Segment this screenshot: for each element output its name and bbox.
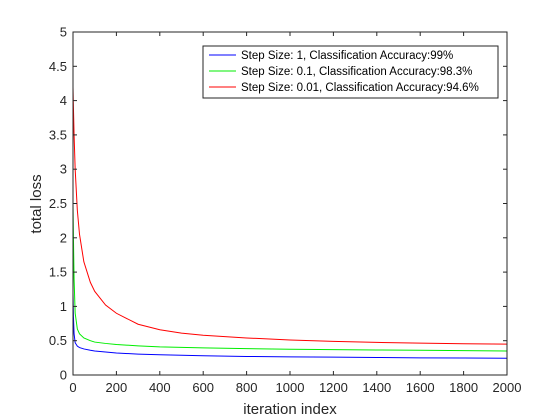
legend-label-3: Step Size: 0.01, Classification Accuracy… <box>241 82 479 94</box>
y-tick-label: 1 <box>60 299 67 314</box>
x-tick-label: 200 <box>106 380 128 395</box>
x-tick-label: 2000 <box>493 380 522 395</box>
series-layer <box>72 86 508 359</box>
legend-label-2: Step Size: 0.1, Classification Accuracy:… <box>241 66 472 78</box>
x-tick-label: 1600 <box>406 380 435 395</box>
y-tick-label: 3 <box>60 162 67 177</box>
y-axis-title: total loss <box>28 174 45 233</box>
series-line-3 <box>72 86 508 345</box>
x-tick-label: 1000 <box>276 380 305 395</box>
series-line-1 <box>72 292 508 359</box>
legend-label-1: Step Size: 1, Classification Accuracy:99… <box>241 50 453 62</box>
x-tick-label: 800 <box>236 380 258 395</box>
y-tick-label: 4.5 <box>49 59 67 74</box>
y-tick-label: 3.5 <box>49 127 67 142</box>
y-tick-label: 0.5 <box>49 333 67 348</box>
x-tick-label: 600 <box>192 380 214 395</box>
legend-box <box>202 45 499 99</box>
x-axis-title: iteration index <box>243 401 337 418</box>
y-tick-label: 0 <box>60 368 67 383</box>
y-tick-label: 5 <box>60 25 67 40</box>
y-tick-label: 2.5 <box>49 196 67 211</box>
y-tick-label: 1.5 <box>49 265 67 280</box>
y-tick-label: 4 <box>60 93 67 108</box>
ticks-layer: 0 200 400 600 800 1000 1200 1400 1600 1800 2000 0 0.… <box>49 25 522 396</box>
series-line-2 <box>72 203 508 352</box>
x-tick-label: 1200 <box>319 380 348 395</box>
legend: Step Size: 1, Classification Accuracy:99… <box>202 45 499 99</box>
x-tick-label: 0 <box>69 380 76 395</box>
x-tick-label: 400 <box>149 380 171 395</box>
x-tick-label: 1400 <box>362 380 391 395</box>
y-tick-label: 2 <box>60 230 67 245</box>
x-tick-label: 1800 <box>449 380 478 395</box>
